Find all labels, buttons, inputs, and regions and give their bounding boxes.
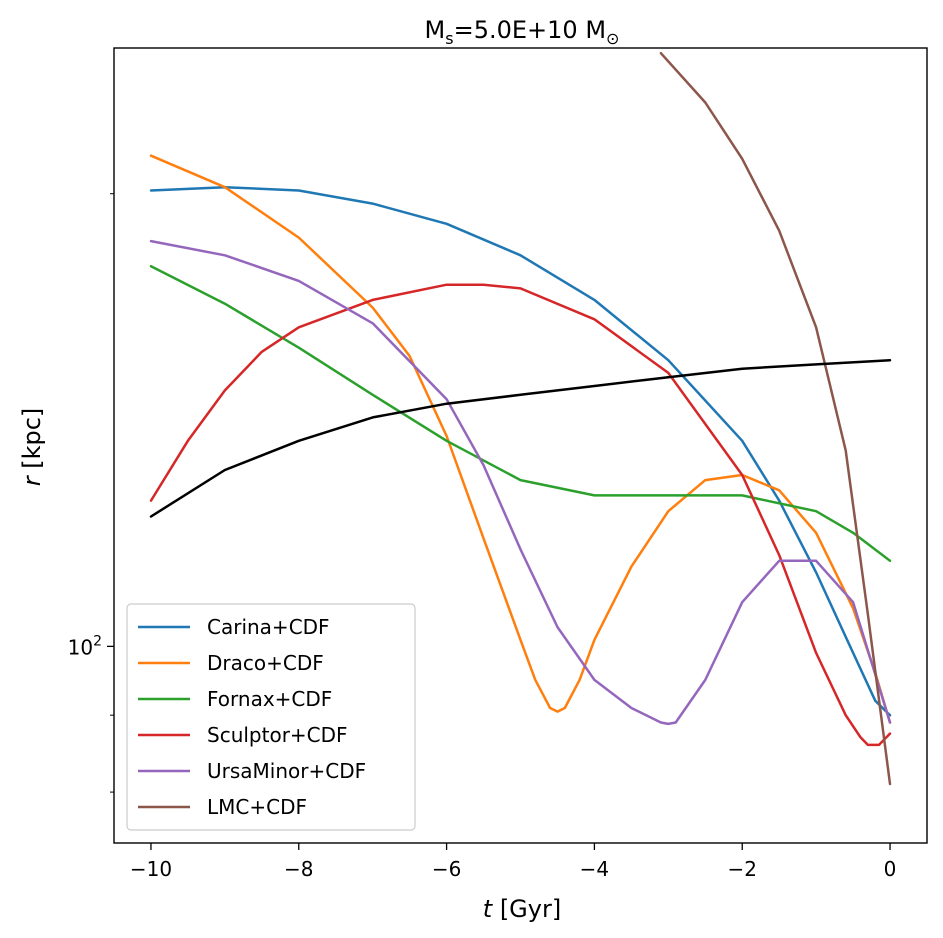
x-tick-label: −6 — [432, 857, 461, 881]
series-line-sculptor-cdf — [149, 283, 892, 747]
legend-label: Fornax+CDF — [207, 687, 332, 711]
legend-label: Sculptor+CDF — [207, 723, 348, 747]
x-tick-label: −8 — [284, 857, 313, 881]
series-line-lmc-cdf — [659, 51, 892, 786]
x-axis-label-var: t — [483, 895, 494, 923]
legend-label: Carina+CDF — [207, 615, 330, 639]
y-axis-label: r [kpc] — [18, 408, 46, 487]
legend-box — [126, 603, 416, 831]
x-axis-label: t [Gyr] — [483, 895, 561, 923]
y-axis-label-var: r — [18, 474, 46, 486]
title-sun-symbol: ⊙ — [606, 29, 619, 48]
series-line-ursaminor-cdf — [149, 239, 892, 726]
chart-title: Ms=5.0E+10 M⊙ — [425, 16, 620, 48]
plot-frame — [113, 47, 928, 844]
x-tick-label: −10 — [130, 857, 172, 881]
x-axis-ticks: −10 −8 −6 −4 −2 0 — [130, 843, 897, 881]
y-tick-base: 10 — [68, 635, 93, 659]
x-tick-label: −4 — [580, 857, 609, 881]
legend-label: LMC+CDF — [207, 795, 307, 819]
y-axis-ticks — [107, 193, 114, 793]
title-subscript: s — [445, 29, 453, 48]
series-line-carina-cdf — [149, 185, 892, 717]
title-main: M — [425, 16, 446, 44]
y-axis-label-unit: [kpc] — [18, 408, 46, 477]
x-tick-label: −2 — [727, 857, 756, 881]
series-line-draco-cdf — [149, 154, 892, 724]
x-axis-label-unit: [Gyr] — [492, 895, 561, 923]
series-line-fornax-cdf — [149, 264, 892, 563]
series-line-unlabeled-6 — [149, 358, 892, 518]
legend: Carina+CDF Draco+CDF Fornax+CDF Sculptor+CD… — [126, 603, 416, 831]
y-tick-exponent: 2 — [93, 633, 102, 649]
series-group — [149, 51, 892, 786]
x-tick-label: 0 — [884, 857, 897, 881]
legend-label: UrsaMinor+CDF — [207, 759, 366, 783]
y-tick-label-100: 102 — [68, 633, 102, 659]
title-middle: =5.0E+10 M — [454, 16, 606, 44]
legend-label: Draco+CDF — [207, 651, 324, 675]
